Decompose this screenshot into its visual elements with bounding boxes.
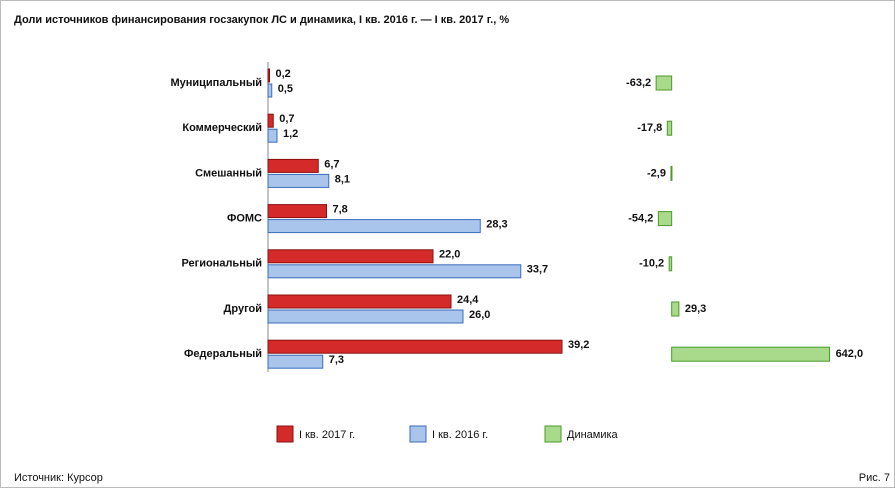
- value-label: -54,2: [628, 213, 653, 225]
- value-label: 28,3: [486, 219, 507, 231]
- legend-label: I кв. 2017 г.: [299, 429, 355, 441]
- category-label: Коммерческий: [182, 122, 262, 134]
- legend-label: I кв. 2016 г.: [432, 429, 488, 441]
- value-label: -10,2: [639, 258, 664, 270]
- category-label: Федеральный: [184, 348, 262, 360]
- category-label: Региональный: [181, 258, 262, 270]
- value-label: 7,8: [333, 204, 348, 216]
- value-label: 0,7: [279, 113, 294, 125]
- bar: [655, 75, 673, 91]
- category-label: Смешанный: [195, 167, 262, 179]
- bar: [671, 346, 831, 362]
- bar: [670, 165, 673, 181]
- source: Источник: Курсор: [14, 472, 103, 484]
- value-label: 24,4: [457, 294, 479, 306]
- bar: [671, 301, 680, 317]
- bar: [267, 158, 319, 173]
- value-label: 22,0: [439, 249, 460, 261]
- category-label: Муниципальный: [170, 77, 262, 89]
- bar: [267, 264, 522, 279]
- value-label: 8,1: [335, 173, 350, 185]
- bar: [267, 113, 274, 128]
- bar: [267, 219, 481, 234]
- value-label: -17,8: [637, 122, 662, 134]
- legend-swatch: [409, 425, 427, 443]
- value-label: 7,3: [329, 354, 344, 366]
- value-label: 6,7: [324, 158, 339, 170]
- bar: [267, 83, 273, 98]
- category-label: Другой: [224, 303, 262, 315]
- bar: [267, 204, 327, 219]
- bar: [666, 120, 673, 136]
- value-label: 29,3: [685, 303, 706, 315]
- value-label: 39,2: [568, 339, 589, 351]
- value-label: 26,0: [469, 309, 490, 321]
- legend-swatch: [276, 425, 294, 443]
- bar: [657, 211, 673, 227]
- bar: [668, 256, 673, 272]
- bar: [267, 294, 452, 309]
- legend-swatch: [544, 425, 562, 443]
- bar: [267, 309, 464, 324]
- bar: [267, 173, 330, 188]
- value-label: 0,2: [276, 68, 291, 80]
- value-label: -2,9: [647, 167, 666, 179]
- chart-title: Доли источников финансирования госзакупо…: [14, 14, 509, 26]
- value-label: 1,2: [283, 128, 298, 140]
- value-label: 0,5: [278, 83, 293, 95]
- value-label: 642,0: [836, 348, 864, 360]
- bar: [267, 339, 563, 354]
- bar: [267, 128, 278, 143]
- value-label: 33,7: [527, 264, 548, 276]
- value-label: -63,2: [626, 77, 651, 89]
- category-label: ФОМС: [227, 213, 262, 225]
- bar: [267, 68, 270, 83]
- legend-label: Динамика: [567, 429, 619, 441]
- bar: [267, 354, 324, 369]
- bar: [267, 249, 434, 264]
- figure-number: Рис. 7: [859, 472, 890, 484]
